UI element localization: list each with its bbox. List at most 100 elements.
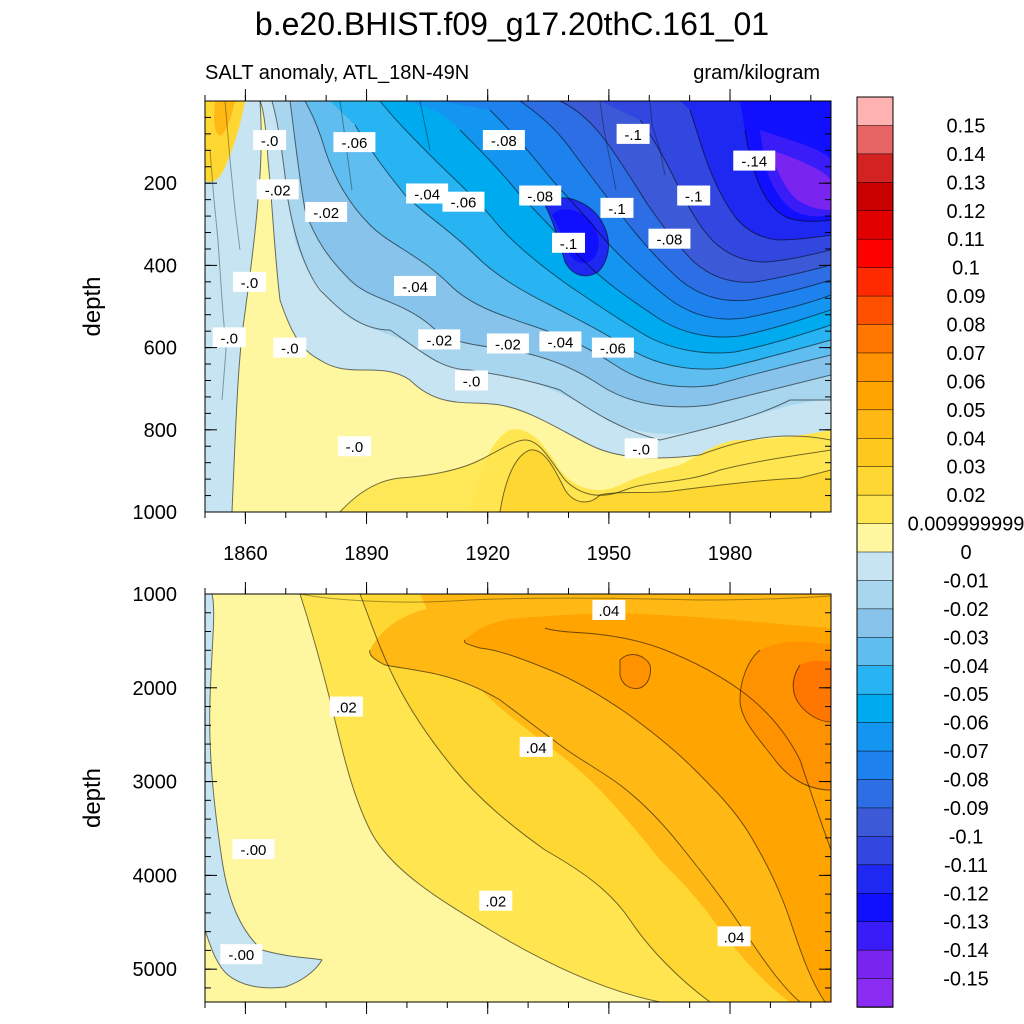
upper-contour-label-bg xyxy=(677,185,711,206)
lower-contour-label-text: .02 xyxy=(485,894,506,911)
lower-ylabel: depth xyxy=(79,768,106,828)
upper-contour-label-bg xyxy=(337,436,371,457)
upper-contour-label-bg xyxy=(394,275,437,296)
upper-contour-label-text: -.04 xyxy=(414,186,440,203)
colorbar-level-label: -0.11 xyxy=(944,855,988,877)
upper-contour-label: -.04 xyxy=(406,183,449,204)
upper-contour-label: -.0 xyxy=(273,337,307,358)
colorbar-level-label: 0.009999999 xyxy=(908,514,1024,536)
upper-contour-labels: -.0 -.06 -.08 -.1 -.14 -.02 -.04 -.06 -.08 -.1 -.1… xyxy=(212,123,776,459)
colorbar-swatch xyxy=(856,722,894,752)
lower-ytick-label: 5000 xyxy=(133,959,178,981)
upper-contour-label: -.02 xyxy=(418,329,461,350)
upper-frame xyxy=(204,100,832,513)
lower-contour-label-text: .04 xyxy=(724,929,745,946)
colorbar-level-label: -0.09 xyxy=(943,798,989,820)
colorbar-swatch xyxy=(856,779,894,809)
upper-contour-label: -.0 xyxy=(337,436,371,457)
lower-contour-label-bg xyxy=(519,736,553,757)
colorbar: 0.15 0.14 0.13 0.12 0.11 0.1 0.09 0.08 0.07 0.06 0… xyxy=(856,96,1024,1008)
colorbar-level-label: 0 xyxy=(960,542,971,564)
upper-ytick-label: 1000 xyxy=(133,502,178,524)
upper-contour-label-bg xyxy=(482,130,525,151)
chart-title: b.e20.BHIST.f09_g17.20thC.161_01 xyxy=(254,6,770,42)
colorbar-swatch xyxy=(856,381,894,411)
colorbar-swatch xyxy=(856,608,894,639)
upper-contour-label: -.1 xyxy=(600,197,634,218)
upper-contour-label: -.14 xyxy=(733,150,776,171)
colorbar-swatch xyxy=(856,238,894,269)
upper-contour-label-text: -.1 xyxy=(685,189,703,206)
lower-ytick-label: 3000 xyxy=(133,772,178,794)
colorbar-level-label: -0.03 xyxy=(943,627,989,649)
lower-contour-lines xyxy=(205,594,831,1002)
colorbar-level-label: 0.02 xyxy=(947,485,986,507)
colorbar-level-label: -0.14 xyxy=(943,940,989,962)
colorbar-swatch xyxy=(856,665,894,695)
upper-contour-label-bg xyxy=(486,333,529,354)
upper-contour-label-bg xyxy=(212,327,246,348)
lower-contour-label: .04 xyxy=(592,599,626,620)
colorbar-swatch xyxy=(856,153,894,184)
lower-contour-label: .04 xyxy=(519,736,553,757)
lower-ytick-label: 1000 xyxy=(133,584,178,606)
lower-contour-label-bg xyxy=(220,944,263,965)
lower-ytick-label: 2000 xyxy=(133,678,178,700)
upper-contour-label-text: -.08 xyxy=(657,232,683,249)
colorbar-level-label: -0.07 xyxy=(943,741,989,763)
colorbar-swatch xyxy=(856,324,894,354)
lower-contour-label-text: .02 xyxy=(336,700,357,717)
upper-contour-label-bg xyxy=(232,271,266,292)
upper-contour-label-bg xyxy=(624,438,658,459)
colorbar-swatch xyxy=(856,807,894,838)
upper-contour-label-bg xyxy=(273,337,307,358)
colorbar-frame xyxy=(856,96,894,1008)
upper-contour-label-text: -.14 xyxy=(741,154,767,171)
colorbar-swatch xyxy=(856,580,894,610)
lower-contour-label-bg xyxy=(717,926,751,947)
colorbar-level-label: 0.06 xyxy=(947,371,986,393)
upper-contour-label: -.06 xyxy=(591,337,634,358)
colorbar-swatch xyxy=(856,352,894,383)
colorbar-level-label: -0.05 xyxy=(943,684,989,706)
colorbar-level-label: 0.14 xyxy=(947,144,986,166)
upper-contour-label-text: -.06 xyxy=(600,341,626,358)
colorbar-level-label: 0.1 xyxy=(952,258,980,280)
upper-contour-label: -.08 xyxy=(519,185,562,206)
colorbar-swatch xyxy=(856,210,894,240)
colorbar-level-label: -0.01 xyxy=(943,570,989,592)
upper-xtick-label: 1920 xyxy=(465,543,510,565)
upper-contour-label-text: -.08 xyxy=(491,133,517,150)
lower-contour-label: -.00 xyxy=(220,944,263,965)
colorbar-swatch xyxy=(856,409,894,439)
upper-contour-label: -.04 xyxy=(539,331,582,352)
colorbar-swatch xyxy=(856,864,894,894)
upper-ytick-label: 400 xyxy=(144,255,177,277)
upper-contour-label-bg xyxy=(256,179,299,200)
colorbar-swatch xyxy=(856,494,894,525)
upper-contour-label-text: -.04 xyxy=(547,334,573,351)
colorbar-swatch xyxy=(856,637,894,667)
colorbar-level-label: 0.09 xyxy=(947,286,986,308)
colorbar-swatch xyxy=(856,836,894,866)
upper-contour-label-text: -.04 xyxy=(402,279,428,296)
colorbar-level-label: 0.13 xyxy=(947,172,986,194)
lower-contour-label-text: .04 xyxy=(598,603,619,620)
colorbar-level-label: 0.08 xyxy=(947,315,986,337)
upper-contour-label-text: -.1 xyxy=(624,127,642,144)
upper-contour-label-text: -.06 xyxy=(342,135,368,152)
colorbar-level-label: -0.06 xyxy=(943,713,989,735)
axes: 200 400 600 800 1000 1860 1890 1920 1950 1980 dept… xyxy=(79,89,832,1014)
upper-contour-label-text: -.0 xyxy=(241,275,259,292)
upper-contour-label-bg xyxy=(305,201,348,222)
upper-contour-label-text: -.0 xyxy=(281,341,299,358)
lower-contour-label-bg xyxy=(479,890,513,911)
colorbar-swatch xyxy=(856,438,894,468)
colorbar-swatch xyxy=(856,295,894,326)
upper-xtick-label: 1980 xyxy=(708,543,753,565)
upper-contour-label-text: -.1 xyxy=(560,236,578,253)
lower-contour-label: .02 xyxy=(329,696,363,717)
upper-contour-label: -.02 xyxy=(305,201,348,222)
colorbar-swatch xyxy=(856,750,894,781)
